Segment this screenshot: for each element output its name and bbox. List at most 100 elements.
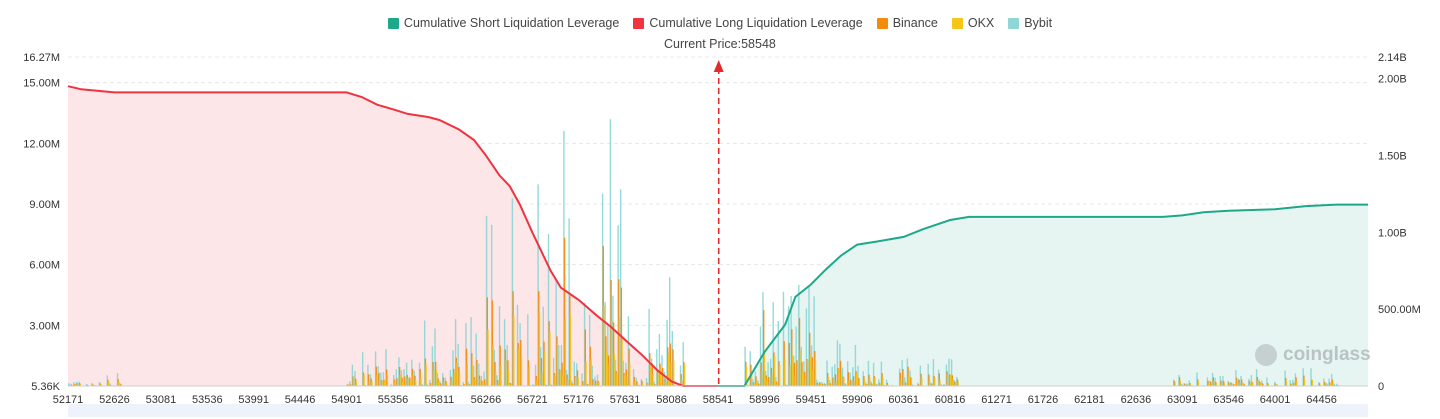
legend-item-bybit[interactable]: Bybit xyxy=(1008,16,1052,30)
bar-bybit xyxy=(385,349,387,386)
bar-bybit xyxy=(429,379,431,386)
legend-item-binance[interactable]: Binance xyxy=(876,16,938,30)
bar-binance xyxy=(594,380,597,386)
bar-okx xyxy=(484,382,487,386)
left-tick-label: 15.00M xyxy=(23,78,60,90)
bar-binance xyxy=(398,367,401,386)
bar-okx xyxy=(404,379,407,386)
bar-okx xyxy=(482,382,484,386)
bar-okx xyxy=(1231,384,1233,386)
bar-okx xyxy=(850,382,853,386)
bar-okx xyxy=(616,373,618,386)
bar-okx xyxy=(624,376,626,386)
x-tick-label: 62181 xyxy=(1074,394,1105,406)
bar-okx xyxy=(817,384,819,386)
bar-okx xyxy=(371,380,373,386)
bar-okx xyxy=(957,382,959,386)
x-tick-label: 56721 xyxy=(517,394,548,406)
bar-okx xyxy=(845,384,848,386)
x-tick-label: 57176 xyxy=(563,394,594,406)
bar-binance xyxy=(847,372,850,386)
bar-okx xyxy=(670,362,672,386)
bar-okx xyxy=(750,374,753,386)
bar-okx xyxy=(779,364,781,386)
bar-okx xyxy=(453,372,456,386)
bar-okx xyxy=(840,373,842,386)
bar-bybit xyxy=(478,363,480,386)
bar-bybit xyxy=(68,383,70,386)
bar-okx xyxy=(1213,380,1215,386)
x-tick-label: 62636 xyxy=(1121,394,1152,406)
x-tick-label: 57631 xyxy=(610,394,641,406)
legend-label-okx: OKX xyxy=(967,16,995,30)
coinglass-logo-icon xyxy=(1255,344,1277,366)
bar-okx xyxy=(848,380,850,386)
bar-bybit xyxy=(362,352,364,386)
bar-bybit xyxy=(75,381,78,386)
legend-item-okx[interactable]: OKX xyxy=(951,16,995,30)
left-tick-label: 9.00M xyxy=(29,199,60,211)
bar-okx xyxy=(874,377,876,386)
bar-bybit xyxy=(537,184,539,386)
bar-binance xyxy=(1189,383,1191,386)
bar-bybit xyxy=(395,369,397,386)
bar-okx xyxy=(794,374,796,386)
bar-okx xyxy=(1210,383,1213,386)
bar-okx xyxy=(397,378,399,386)
bar-okx xyxy=(451,380,453,386)
bar-okx xyxy=(1291,384,1293,386)
bar-okx xyxy=(1329,384,1332,386)
bar-bybit xyxy=(1250,375,1253,386)
legend-item-short[interactable]: Cumulative Short Liquidation Leverage xyxy=(387,16,619,30)
bar-okx xyxy=(446,383,448,386)
bar-bybit xyxy=(547,234,550,386)
bar-bybit xyxy=(354,371,356,386)
bar-okx xyxy=(866,384,868,386)
bar-okx xyxy=(507,370,510,386)
bar-bybit xyxy=(950,359,953,386)
bar-okx xyxy=(433,370,435,386)
bar-bybit xyxy=(805,308,808,386)
bar-okx xyxy=(1332,381,1334,386)
bar-binance xyxy=(793,362,796,386)
bar-bybit xyxy=(434,328,436,386)
bar-bybit xyxy=(349,381,351,386)
bar-bybit xyxy=(1266,377,1268,386)
x-tick-label: 64456 xyxy=(1306,394,1337,406)
bar-okx xyxy=(409,381,412,386)
watermark: coinglass xyxy=(1255,344,1371,366)
bar-bybit xyxy=(1178,374,1180,386)
bar-okx xyxy=(667,353,670,386)
bar-bybit xyxy=(1336,383,1338,386)
bar-okx xyxy=(510,384,512,386)
bar-okx xyxy=(376,374,378,386)
bar-okx xyxy=(608,364,610,386)
bar-okx xyxy=(791,355,794,386)
legend-item-long[interactable]: Cumulative Long Liquidation Leverage xyxy=(633,16,863,30)
bar-okx xyxy=(407,378,409,386)
x-tick-label: 61271 xyxy=(981,394,1012,406)
bar-binance xyxy=(1173,380,1176,386)
bar-okx xyxy=(776,382,778,386)
bar-bybit xyxy=(581,373,583,386)
bar-okx xyxy=(562,375,564,386)
bar-binance xyxy=(561,362,563,386)
bar-okx xyxy=(1244,384,1246,386)
bar-okx xyxy=(758,384,760,386)
bar-binance xyxy=(1186,384,1189,386)
bar-bybit xyxy=(872,362,875,386)
bar-okx xyxy=(479,379,481,386)
bar-bybit xyxy=(648,308,650,386)
bar-okx xyxy=(590,358,592,386)
bar-okx xyxy=(1187,384,1189,386)
bar-bybit xyxy=(658,334,661,386)
bar-okx xyxy=(495,372,497,386)
x-tick-label: 55811 xyxy=(425,394,455,406)
bar-okx xyxy=(438,380,440,386)
bar-okx xyxy=(611,320,613,386)
bar-bybit xyxy=(475,333,477,386)
bar-bybit xyxy=(645,378,648,386)
x-tick-label: 52171 xyxy=(53,394,84,406)
bar-bybit xyxy=(374,351,377,386)
